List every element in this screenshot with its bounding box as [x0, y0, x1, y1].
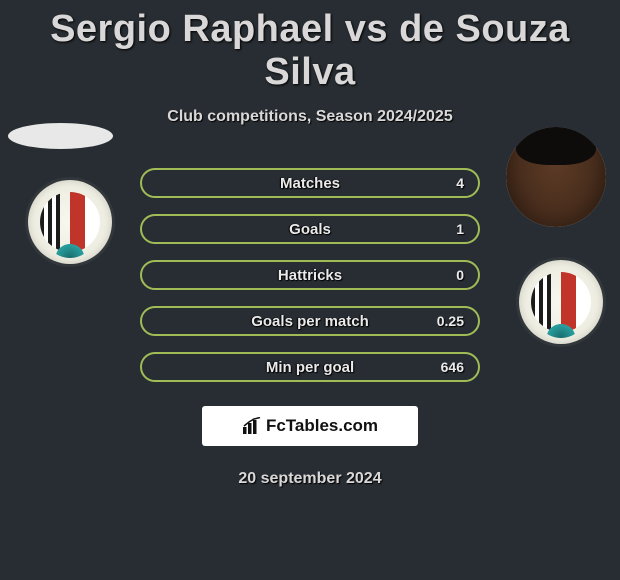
peacock-icon: [44, 230, 96, 258]
club-badge-left: [28, 180, 112, 264]
player-right-avatar: [506, 127, 606, 227]
stat-label: Min per goal: [266, 359, 354, 376]
player-face-icon: [506, 127, 606, 227]
stat-row: Goals 1: [140, 214, 480, 244]
stat-value: 0.25: [437, 313, 464, 329]
stat-row: Hattricks 0: [140, 260, 480, 290]
stat-row: Min per goal 646: [140, 352, 480, 382]
club-badge-right: [519, 260, 603, 344]
stat-row: Matches 4: [140, 168, 480, 198]
bar-chart-icon: [242, 417, 262, 435]
stat-label: Hattricks: [278, 267, 342, 284]
stat-value: 646: [441, 359, 464, 375]
brand-text: FcTables.com: [266, 416, 378, 436]
page-title: Sergio Raphael vs de Souza Silva: [0, 0, 620, 94]
club-crest-icon: [531, 272, 591, 332]
player-left-avatar: [8, 123, 113, 149]
stat-label: Goals: [289, 221, 331, 238]
peacock-icon: [535, 310, 587, 338]
club-crest-icon: [40, 192, 100, 252]
stat-label: Goals per match: [251, 313, 369, 330]
brand-badge[interactable]: FcTables.com: [202, 406, 418, 446]
stat-value: 0: [456, 267, 464, 283]
date-label: 20 september 2024: [0, 470, 620, 488]
stat-row: Goals per match 0.25: [140, 306, 480, 336]
stat-value: 1: [456, 221, 464, 237]
subtitle: Club competitions, Season 2024/2025: [0, 108, 620, 126]
stat-label: Matches: [280, 175, 340, 192]
stat-value: 4: [456, 175, 464, 191]
